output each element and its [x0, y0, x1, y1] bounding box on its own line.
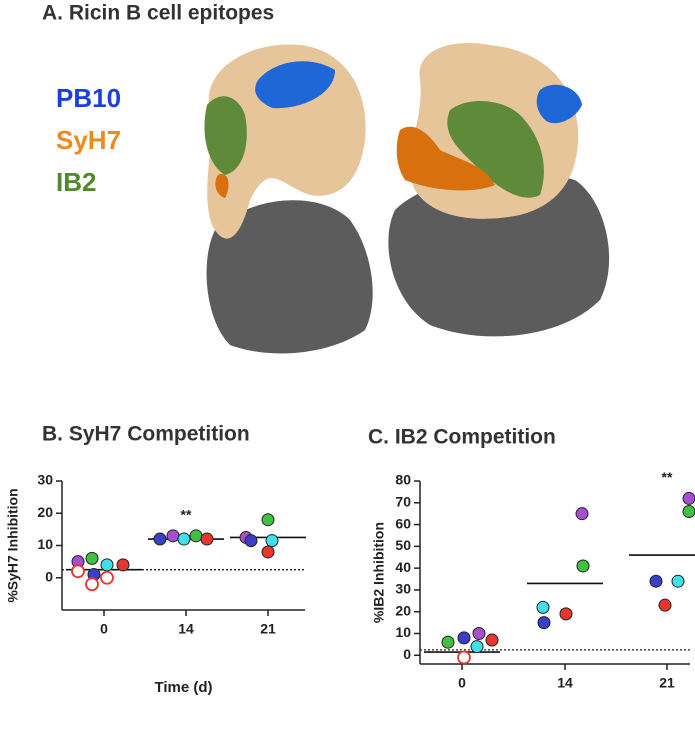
x-tick-label: 0: [100, 621, 108, 637]
data-point: [244, 534, 258, 548]
chart-title: C. IB2 Competition: [368, 426, 556, 449]
left-protein: [204, 44, 373, 354]
x-tick-label: 14: [178, 621, 194, 637]
y-tick-label: 50: [395, 537, 411, 553]
y-tick-label: 0: [45, 568, 53, 584]
data-point: [441, 635, 455, 649]
epitope-label: PB10: [56, 83, 121, 113]
y-axis-label: %SyH7 Inhibition: [5, 488, 21, 602]
x-tick-label: 21: [659, 675, 675, 691]
data-point: [261, 545, 275, 559]
data-point: [85, 577, 99, 592]
x-tick-label: 14: [557, 675, 573, 691]
data-point: [671, 574, 685, 588]
y-tick-label: 20: [37, 504, 53, 520]
data-point: [537, 616, 551, 630]
data-point: [576, 559, 590, 573]
data-point: [153, 532, 167, 546]
y-tick-label: 20: [395, 602, 411, 618]
data-point: [559, 607, 573, 621]
y-tick-label: 10: [395, 624, 411, 640]
data-point: [649, 574, 663, 588]
panel-a-title: A. Ricin B cell epitopes: [42, 2, 274, 25]
significance: **: [181, 507, 192, 523]
data-point: [575, 507, 589, 521]
data-point: [177, 532, 191, 546]
data-point: [682, 491, 695, 505]
data-point: [116, 558, 130, 572]
y-tick-label: 30: [37, 472, 53, 488]
data-point: [71, 564, 85, 579]
data-point: [470, 640, 484, 654]
data-point: [85, 551, 99, 565]
epitope-label: IB2: [56, 167, 96, 197]
y-axis-label: %IB2 Inhibition: [371, 522, 387, 623]
y-tick-label: 40: [395, 559, 411, 575]
y-tick-label: 70: [395, 493, 411, 509]
x-axis-label: Time (d): [154, 679, 212, 696]
data-point: [100, 570, 114, 585]
data-point: [166, 529, 180, 543]
data-point: [457, 650, 471, 665]
data-point: [658, 598, 672, 612]
x-tick-label: 0: [458, 675, 466, 691]
data-point: [265, 534, 279, 548]
y-tick-label: 10: [37, 536, 53, 552]
y-tick-label: 60: [395, 515, 411, 531]
data-point: [472, 627, 486, 640]
data-point: [457, 631, 471, 645]
data-point: [200, 532, 214, 546]
data-point: [536, 600, 550, 614]
significance: **: [662, 469, 673, 485]
y-tick-label: 30: [395, 581, 411, 597]
x-tick-label: 21: [260, 621, 276, 637]
epitope-label: SyH7: [56, 125, 121, 155]
data-point: [100, 558, 114, 572]
data-point: [682, 505, 695, 518]
data-point: [485, 633, 499, 647]
chart-title: B. SyH7 Competition: [42, 423, 250, 446]
data-point: [261, 513, 275, 527]
y-tick-label: 0: [403, 646, 411, 662]
y-tick-label: 80: [395, 472, 411, 488]
right-protein: [388, 43, 610, 337]
data-point: [189, 529, 203, 543]
